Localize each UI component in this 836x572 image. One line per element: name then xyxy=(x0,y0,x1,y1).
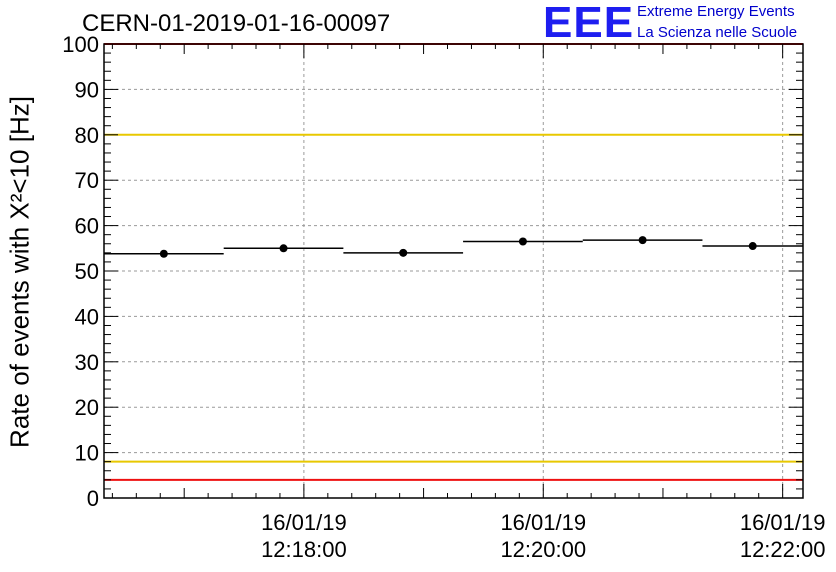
data-point xyxy=(159,249,168,258)
x-tick-date-label: 16/01/19 xyxy=(261,510,347,535)
logo-tagline-2: La Scienza nelle Scuole xyxy=(637,24,798,41)
run-title: CERN-01-2019-01-16-00097 xyxy=(82,10,391,37)
eee-logo: EEE xyxy=(543,0,635,47)
y-tick-label: 30 xyxy=(75,350,99,375)
data-point xyxy=(748,242,757,251)
y-tick-label: 100 xyxy=(62,32,99,57)
x-tick-time-label: 12:22:00 xyxy=(740,537,826,562)
x-tick-time-label: 12:18:00 xyxy=(261,537,347,562)
data-point xyxy=(518,237,527,246)
y-tick-label: 70 xyxy=(75,168,99,193)
y-tick-label: 10 xyxy=(75,441,99,466)
y-tick-label: 20 xyxy=(75,395,99,420)
y-tick-label: 50 xyxy=(75,259,99,284)
data-point xyxy=(399,248,408,257)
x-tick-date-label: 16/01/19 xyxy=(500,510,586,535)
data-point xyxy=(279,244,288,253)
y-tick-label: 90 xyxy=(75,77,99,102)
x-tick-date-label: 16/01/19 xyxy=(740,510,826,535)
data-point xyxy=(638,236,647,245)
y-tick-label: 60 xyxy=(75,214,99,239)
y-tick-label: 80 xyxy=(75,123,99,148)
y-tick-label: 40 xyxy=(75,304,99,329)
y-tick-label: 0 xyxy=(87,486,99,511)
x-tick-time-label: 12:20:00 xyxy=(500,537,586,562)
logo-tagline-1: Extreme Energy Events xyxy=(637,3,795,20)
